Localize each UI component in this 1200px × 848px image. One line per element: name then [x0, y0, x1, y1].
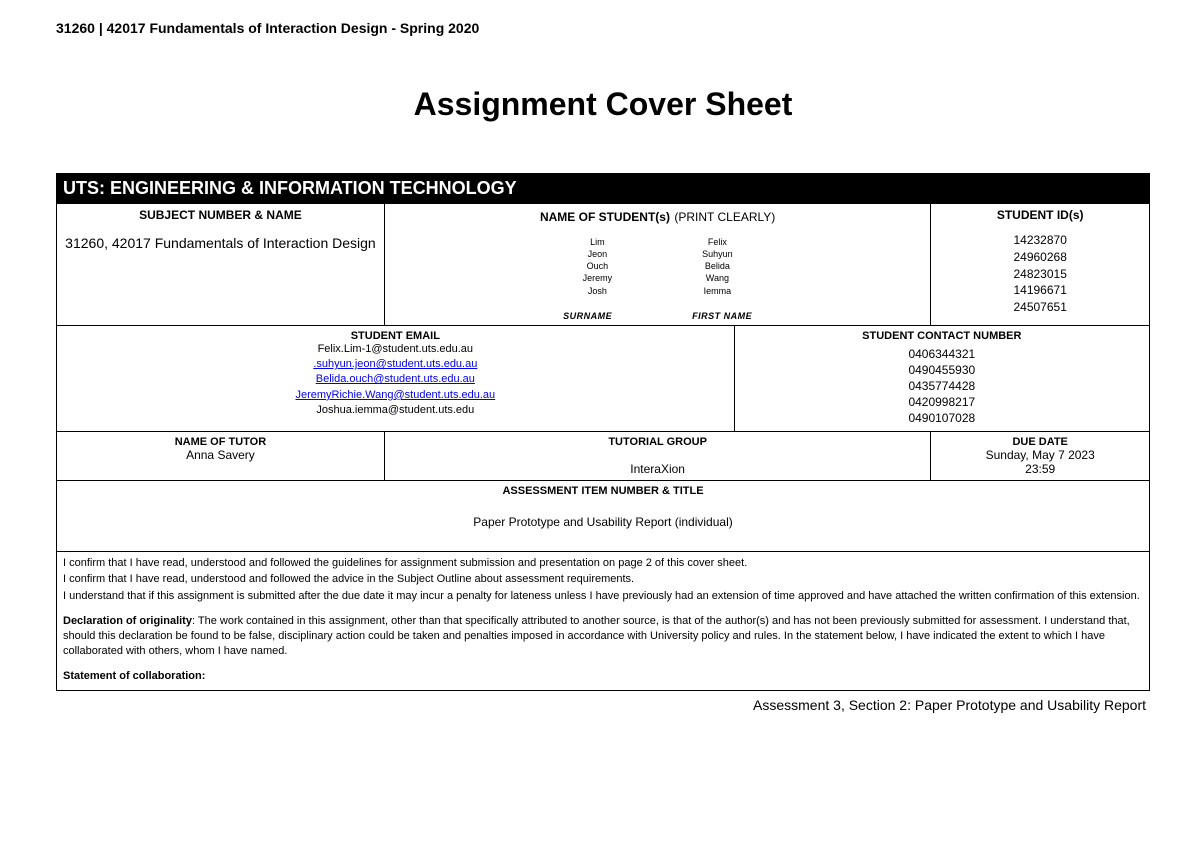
subject-label: SUBJECT NUMBER & NAME [63, 208, 378, 222]
collaboration-label: Statement of collaboration: [63, 670, 205, 682]
phone-item: 0490107028 [741, 410, 1143, 426]
firstname-item: Felix [702, 236, 733, 248]
firstname-sublabel: FIRST NAME [692, 311, 752, 321]
surname-sublabel: SURNAME [563, 311, 612, 321]
surname-item: Ouch [583, 260, 613, 272]
tutorial-group-cell: TUTORIAL GROUP InteraXion [384, 431, 930, 480]
firstname-list: Felix Suhyun Belida Wang Iemma [702, 236, 733, 297]
declaration-cell: I confirm that I have read, understood a… [57, 551, 1150, 690]
course-header: 31260 | 42017 Fundamentals of Interactio… [56, 20, 1150, 36]
firstname-item: Suhyun [702, 248, 733, 260]
email-item: Felix.Lim-1@student.uts.edu.au [63, 342, 728, 357]
surname-item: Josh [583, 285, 613, 297]
tutorial-group-value: InteraXion [391, 462, 924, 476]
student-id-cell: STUDENT ID(s) 14232870 24960268 24823015… [931, 204, 1150, 326]
due-time-value: 23:59 [937, 462, 1143, 476]
phone-item: 0490455930 [741, 362, 1143, 378]
firstname-item: Wang [702, 272, 733, 284]
subject-cell: SUBJECT NUMBER & NAME 31260, 42017 Funda… [57, 204, 385, 326]
phone-item: 0435774428 [741, 378, 1143, 394]
student-id-item: 24960268 [937, 249, 1143, 266]
declaration-line: I confirm that I have read, understood a… [63, 572, 1143, 587]
assessment-cell: ASSESSMENT ITEM NUMBER & TITLE Paper Pro… [57, 480, 1150, 551]
faculty-banner: UTS: ENGINEERING & INFORMATION TECHNOLOG… [57, 174, 1150, 204]
email-link[interactable]: JeremyRichie.Wang@student.uts.edu.au [295, 389, 495, 401]
tutorial-group-label: TUTORIAL GROUP [391, 436, 924, 448]
student-id-label: STUDENT ID(s) [937, 208, 1143, 222]
due-date-value: Sunday, May 7 2023 [937, 448, 1143, 462]
email-link[interactable]: Belida.ouch@student.uts.edu.au [316, 373, 475, 385]
due-date-label: DUE DATE [937, 436, 1143, 448]
email-cell: STUDENT EMAIL Felix.Lim-1@student.uts.ed… [57, 325, 735, 431]
declaration-line: I understand that if this assignment is … [63, 589, 1143, 604]
subject-value: 31260, 42017 Fundamentals of Interaction… [63, 234, 378, 253]
due-date-cell: DUE DATE Sunday, May 7 2023 23:59 [931, 431, 1150, 480]
originality-text: : The work contained in this assignment,… [63, 615, 1130, 657]
email-item: Joshua.iemma@student.uts.edu [63, 403, 728, 418]
surname-item: Jeon [583, 248, 613, 260]
firstname-item: Belida [702, 260, 733, 272]
student-id-item: 14232870 [937, 232, 1143, 249]
assessment-value: Paper Prototype and Usability Report (in… [63, 497, 1143, 547]
surname-item: Jeremy [583, 272, 613, 284]
phone-item: 0420998217 [741, 394, 1143, 410]
page-title: Assignment Cover Sheet [56, 86, 1150, 123]
contact-cell: STUDENT CONTACT NUMBER 0406344321 049045… [734, 325, 1149, 431]
email-link[interactable]: .suhyun.jeon@student.uts.edu.au [313, 358, 477, 370]
tutor-label: NAME OF TUTOR [63, 436, 378, 448]
email-label: STUDENT EMAIL [63, 330, 728, 342]
cover-sheet-table: UTS: ENGINEERING & INFORMATION TECHNOLOG… [56, 173, 1150, 691]
originality-label: Declaration of originality [63, 615, 192, 627]
surname-item: Lim [583, 236, 613, 248]
student-id-item: 24507651 [937, 299, 1143, 316]
tutor-value: Anna Savery [63, 448, 378, 462]
assessment-label: ASSESSMENT ITEM NUMBER & TITLE [63, 485, 1143, 497]
student-id-item: 24823015 [937, 266, 1143, 283]
student-id-item: 14196671 [937, 282, 1143, 299]
print-clearly-hint: (PRINT CLEARLY) [674, 210, 775, 224]
student-name-label: NAME OF STUDENT(s) [540, 210, 670, 224]
surname-list: Lim Jeon Ouch Jeremy Josh [583, 236, 613, 297]
declaration-line: I confirm that I have read, understood a… [63, 556, 1143, 571]
contact-label: STUDENT CONTACT NUMBER [741, 330, 1143, 342]
student-names-cell: NAME OF STUDENT(s) (PRINT CLEARLY) Lim J… [384, 204, 930, 326]
tutor-cell: NAME OF TUTOR Anna Savery [57, 431, 385, 480]
phone-item: 0406344321 [741, 346, 1143, 362]
page-footer: Assessment 3, Section 2: Paper Prototype… [56, 697, 1150, 713]
firstname-item: Iemma [702, 285, 733, 297]
